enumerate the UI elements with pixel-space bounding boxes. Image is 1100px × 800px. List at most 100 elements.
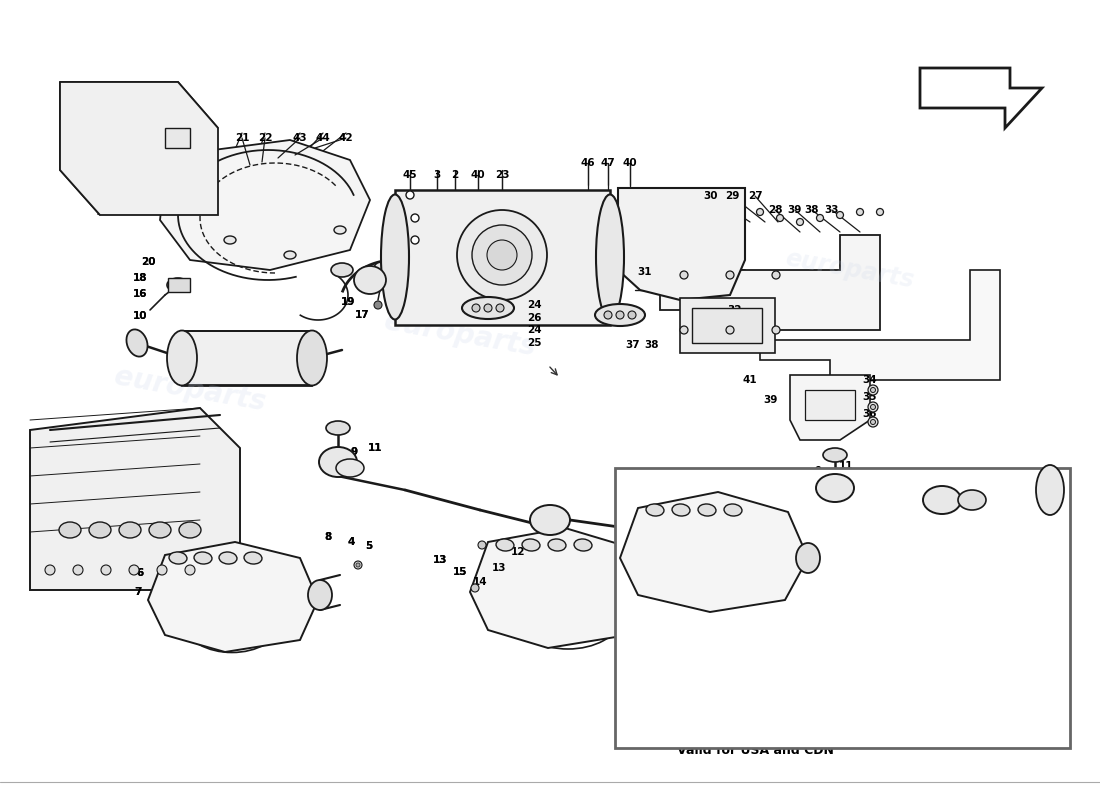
Text: 5: 5 — [365, 541, 373, 551]
Circle shape — [796, 218, 803, 226]
Text: 41: 41 — [742, 375, 757, 385]
Text: 1: 1 — [321, 453, 329, 463]
Ellipse shape — [548, 539, 566, 551]
Text: 38: 38 — [645, 340, 659, 350]
Circle shape — [680, 326, 688, 334]
Ellipse shape — [796, 543, 820, 573]
Text: 10: 10 — [133, 311, 147, 321]
Circle shape — [101, 565, 111, 575]
Text: 11: 11 — [838, 461, 854, 471]
Ellipse shape — [724, 504, 743, 516]
Text: 39: 39 — [762, 395, 778, 405]
Ellipse shape — [219, 552, 236, 564]
Text: europarts: europarts — [783, 247, 916, 293]
Text: 18: 18 — [133, 273, 147, 283]
Ellipse shape — [224, 236, 236, 244]
Bar — [805, 390, 855, 420]
Polygon shape — [760, 270, 1000, 380]
Ellipse shape — [646, 504, 664, 516]
Text: 4: 4 — [348, 537, 354, 547]
Ellipse shape — [297, 330, 327, 386]
Ellipse shape — [958, 490, 986, 510]
Circle shape — [836, 211, 844, 218]
Circle shape — [471, 584, 478, 592]
Circle shape — [680, 271, 688, 279]
Text: 4: 4 — [348, 537, 354, 547]
Circle shape — [877, 209, 883, 215]
Circle shape — [757, 209, 763, 215]
Circle shape — [478, 541, 486, 549]
Text: 29: 29 — [725, 191, 739, 201]
Circle shape — [496, 304, 504, 312]
Circle shape — [472, 304, 480, 312]
Ellipse shape — [284, 251, 296, 259]
Ellipse shape — [169, 552, 187, 564]
Ellipse shape — [374, 262, 390, 274]
Circle shape — [870, 405, 876, 410]
Circle shape — [870, 419, 876, 425]
Text: 43: 43 — [293, 133, 307, 143]
Bar — [168, 278, 190, 292]
Circle shape — [157, 565, 167, 575]
Circle shape — [604, 311, 612, 319]
Ellipse shape — [462, 297, 514, 319]
Ellipse shape — [823, 448, 847, 462]
Circle shape — [472, 225, 532, 285]
Ellipse shape — [672, 504, 690, 516]
Text: 40: 40 — [623, 158, 637, 168]
Text: 7: 7 — [134, 587, 142, 597]
Text: 34: 34 — [862, 375, 878, 385]
Ellipse shape — [167, 330, 197, 386]
Ellipse shape — [308, 580, 332, 610]
Bar — [615, 468, 1070, 748]
Ellipse shape — [522, 539, 540, 551]
Polygon shape — [618, 188, 745, 300]
Text: europarts: europarts — [112, 363, 268, 417]
Text: 24: 24 — [527, 325, 541, 335]
Text: 15: 15 — [453, 567, 468, 577]
Ellipse shape — [530, 505, 570, 535]
Text: 5: 5 — [698, 476, 705, 486]
Circle shape — [868, 385, 878, 395]
Circle shape — [406, 191, 414, 199]
Ellipse shape — [319, 447, 358, 477]
Text: 40: 40 — [471, 170, 485, 180]
Text: 4: 4 — [676, 476, 684, 486]
Text: 13: 13 — [432, 555, 448, 565]
Text: 25: 25 — [527, 338, 541, 348]
Text: europarts: europarts — [670, 541, 811, 589]
Text: Valid for USA and CDN: Valid for USA and CDN — [676, 743, 834, 757]
Ellipse shape — [595, 304, 645, 326]
Ellipse shape — [574, 539, 592, 551]
Text: 20: 20 — [141, 257, 155, 267]
Polygon shape — [620, 492, 808, 612]
Text: 11: 11 — [367, 443, 383, 453]
Text: 19: 19 — [341, 297, 355, 307]
Text: 1: 1 — [649, 476, 657, 486]
Ellipse shape — [119, 522, 141, 538]
Text: 47: 47 — [601, 158, 615, 168]
Circle shape — [628, 311, 636, 319]
Ellipse shape — [336, 459, 364, 477]
Text: 16: 16 — [133, 289, 147, 299]
Ellipse shape — [1036, 465, 1064, 515]
Text: europarts: europarts — [382, 308, 538, 362]
Circle shape — [870, 387, 876, 393]
Polygon shape — [790, 375, 870, 440]
Text: 9: 9 — [351, 447, 358, 457]
Text: 2: 2 — [451, 170, 459, 180]
Ellipse shape — [816, 474, 854, 502]
Bar — [680, 298, 775, 353]
Ellipse shape — [331, 263, 353, 277]
Text: 30: 30 — [704, 191, 718, 201]
Text: 13: 13 — [492, 563, 506, 573]
Text: 9: 9 — [814, 466, 822, 476]
Circle shape — [456, 210, 547, 300]
Text: 20: 20 — [141, 257, 155, 267]
Text: 11: 11 — [367, 443, 383, 453]
Text: 10: 10 — [133, 311, 147, 321]
Text: 13: 13 — [492, 563, 506, 573]
Text: 42: 42 — [339, 133, 353, 143]
Circle shape — [857, 209, 864, 215]
Polygon shape — [470, 528, 650, 648]
